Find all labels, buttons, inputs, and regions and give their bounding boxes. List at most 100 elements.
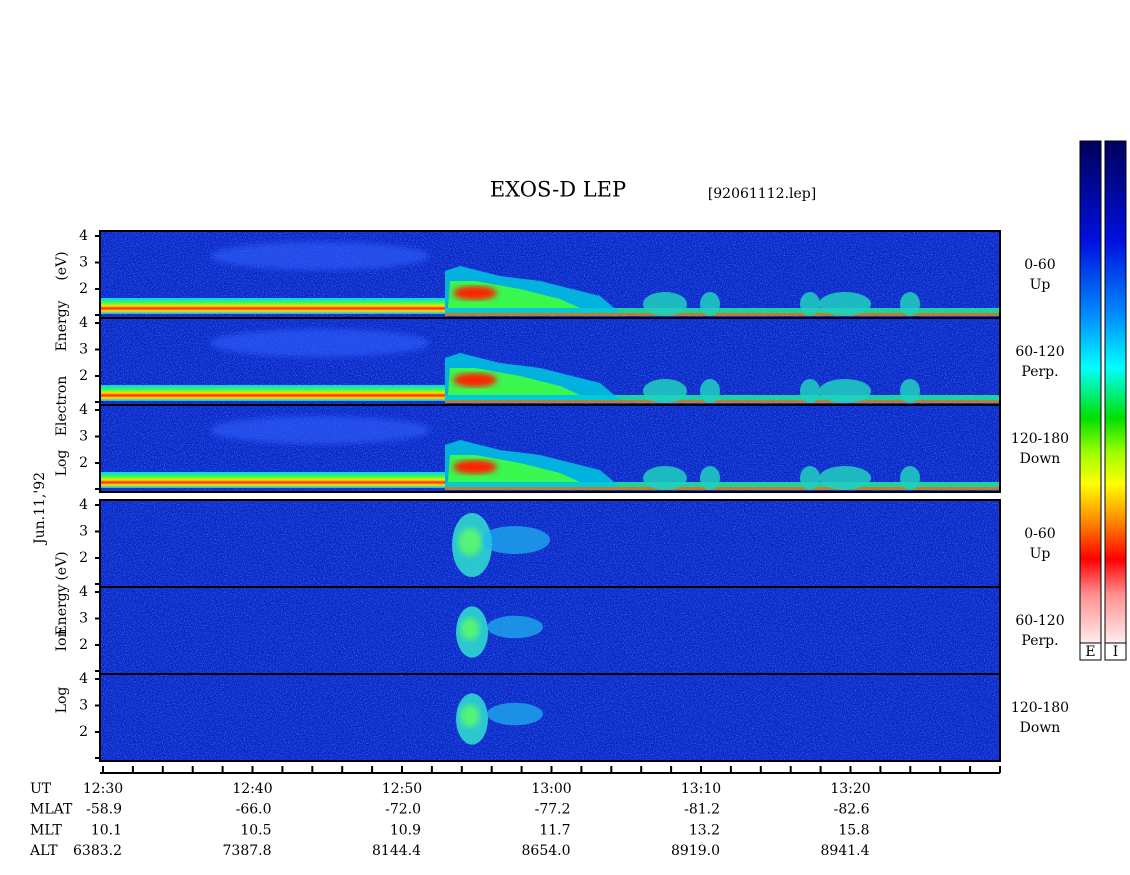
ephemeris-value: 8919.0 <box>671 843 720 859</box>
ephemeris-value: 10.5 <box>240 822 271 838</box>
y-tick-label: 2 <box>79 455 88 471</box>
direction: Down <box>1020 720 1061 736</box>
axis-label: (eV) <box>54 551 70 580</box>
low-energy-band <box>445 308 1000 316</box>
ion-burst <box>480 526 550 554</box>
low-energy-band <box>100 385 445 401</box>
ion-core <box>460 704 480 728</box>
panel-content <box>100 587 1000 674</box>
ephemeris-value: 8941.4 <box>821 843 870 859</box>
angle-range: 120-180 <box>1011 700 1069 716</box>
ephemeris-value: 11.7 <box>539 822 570 838</box>
y-tick-label: 3 <box>79 255 88 271</box>
axis-label: Energy <box>54 584 70 635</box>
angle-range: 60-120 <box>1015 344 1064 360</box>
spectrogram-panel: 4 3 2 0-60 Up <box>79 497 1056 588</box>
low-energy-band <box>445 400 1000 403</box>
panel-noise <box>100 500 1000 587</box>
y-tick-label: 4 <box>79 497 88 513</box>
direction: Up <box>1030 546 1051 562</box>
burst <box>700 292 720 316</box>
colorbar-label-box <box>1079 642 1102 661</box>
burst <box>800 466 820 490</box>
ephemeris-value: -77.2 <box>535 802 571 818</box>
y-tick-label: 4 <box>79 228 88 244</box>
burst-core <box>453 286 497 300</box>
burst <box>900 379 920 403</box>
y-tick-label: 4 <box>79 671 88 687</box>
ephemeris-value: 13:00 <box>531 781 571 797</box>
burst <box>900 292 920 316</box>
diffuse-flux <box>210 242 430 270</box>
panel-noise <box>100 674 1000 761</box>
ephemeris-value: 10.9 <box>390 822 421 838</box>
file-name: [92061112.lep] <box>708 186 816 202</box>
ephemeris-value: 8654.0 <box>522 843 571 859</box>
y-tick-label: 2 <box>79 550 88 566</box>
low-energy-band <box>445 487 1000 490</box>
panel-content <box>100 318 1000 405</box>
ephemeris-value: 13:10 <box>681 781 721 797</box>
date: Jun.11,'92 <box>32 472 48 546</box>
axis-label: Energy <box>54 300 70 351</box>
colorbars: E I <box>1079 140 1127 661</box>
title: EXOS-D LEP <box>490 178 626 202</box>
low-energy-band <box>445 395 1000 403</box>
burst <box>819 466 871 490</box>
ephemeris-value: 6383.2 <box>73 843 122 859</box>
axis-label: Log <box>54 450 70 477</box>
y-tick-label: 3 <box>79 611 88 627</box>
ephemeris-value: -81.2 <box>684 802 720 818</box>
y-tick-label: 3 <box>79 429 88 445</box>
ephemeris-value: 10.1 <box>91 822 122 838</box>
ephemeris-value: 12:30 <box>83 781 123 797</box>
burst <box>643 292 687 316</box>
angle-range: 0-60 <box>1024 257 1055 273</box>
burst-core <box>453 373 497 387</box>
low-energy-band <box>100 298 445 314</box>
ephemeris-name: MLAT <box>30 802 73 818</box>
burst <box>900 466 920 490</box>
y-tick-label: 2 <box>79 637 88 653</box>
ion-burst <box>487 615 543 639</box>
y-tick-label: 4 <box>79 315 88 331</box>
angle-range: 60-120 <box>1015 613 1064 629</box>
burst <box>643 466 687 490</box>
spectrogram-panel: 4 3 2 0-60 Up <box>79 228 1056 319</box>
colorbar-label: E <box>1085 644 1095 660</box>
panel-frame <box>99 404 1001 493</box>
burst <box>700 466 720 490</box>
burst-core <box>453 460 497 474</box>
colorbar <box>1079 140 1102 646</box>
burst <box>643 379 687 403</box>
ephemeris-value: 13.2 <box>689 822 720 838</box>
ephemeris-value: 8144.4 <box>372 843 421 859</box>
spectrogram-panel: 4 3 2 120-180 Down <box>79 402 1069 493</box>
diffuse-flux <box>210 329 430 357</box>
burst <box>700 379 720 403</box>
burst <box>819 379 871 403</box>
ephemeris-value: -58.9 <box>86 802 122 818</box>
panel-content <box>100 405 1000 492</box>
y-tick-label: 2 <box>79 281 88 297</box>
ephemeris-value: -66.0 <box>236 802 272 818</box>
colorbar-label: I <box>1113 644 1119 660</box>
y-tick-label: 3 <box>79 524 88 540</box>
y-tick-label: 3 <box>79 698 88 714</box>
axis-label: Ion <box>54 629 70 652</box>
y-tick-label: 4 <box>79 584 88 600</box>
ion-burst <box>487 702 543 726</box>
low-energy-band <box>445 313 1000 316</box>
spectrogram-panel: 4 3 2 60-120 Perp. <box>79 315 1065 406</box>
panel-content <box>100 500 1000 587</box>
panel-content <box>100 231 1000 318</box>
ion-core <box>458 528 482 556</box>
spectrogram-panel: 4 3 2 120-180 Down <box>79 671 1069 762</box>
axis-label: (eV) <box>54 251 70 280</box>
burst <box>800 379 820 403</box>
y-tick-label: 3 <box>79 342 88 358</box>
panel-noise <box>100 587 1000 674</box>
low-energy-band <box>100 472 445 488</box>
ephemeris-name: UT <box>30 781 52 797</box>
